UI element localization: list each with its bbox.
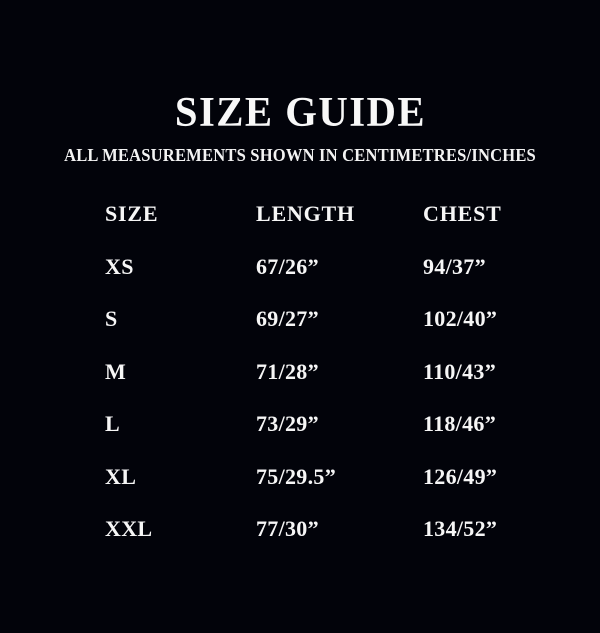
row-xs-length: 67/26” [256,253,319,279]
page-subtitle: ALL MEASUREMENTS SHOWN IN CENTIMETRES/IN… [64,145,536,165]
row-m-chest: 110/43” [423,358,496,384]
size-table: SIZE LENGTH CHEST XS 67/26” 94/37” S 69/… [0,202,600,570]
row-l-size: L [105,411,120,436]
row-s-length: 69/27” [256,306,319,331]
row-s-size: S [105,306,118,331]
column-header-size: SIZE [105,201,159,226]
row-m-size: M [105,358,127,384]
row-l-chest: 118/46” [423,411,496,436]
row-xl-chest: 126/49” [423,463,498,489]
size-guide-header: SIZE GUIDE ALL MEASUREMENTS SHOWN IN CEN… [0,0,600,166]
row-xl-length: 75/29.5” [256,463,337,489]
row-xxl-size: XXL [105,516,153,541]
row-m-length: 71/28” [256,358,319,384]
row-xxl-length: 77/30” [256,516,319,541]
row-xxl-chest: 134/52” [423,516,498,541]
row-xl-size: XL [105,463,137,489]
column-header-length: LENGTH [256,201,355,226]
row-xs-size: XS [105,253,134,279]
row-xs-chest: 94/37” [423,253,486,279]
row-l-length: 73/29” [256,411,319,436]
page-title: SIZE GUIDE [174,90,426,136]
row-s-chest: 102/40” [423,306,498,331]
column-header-chest: CHEST [423,201,502,226]
